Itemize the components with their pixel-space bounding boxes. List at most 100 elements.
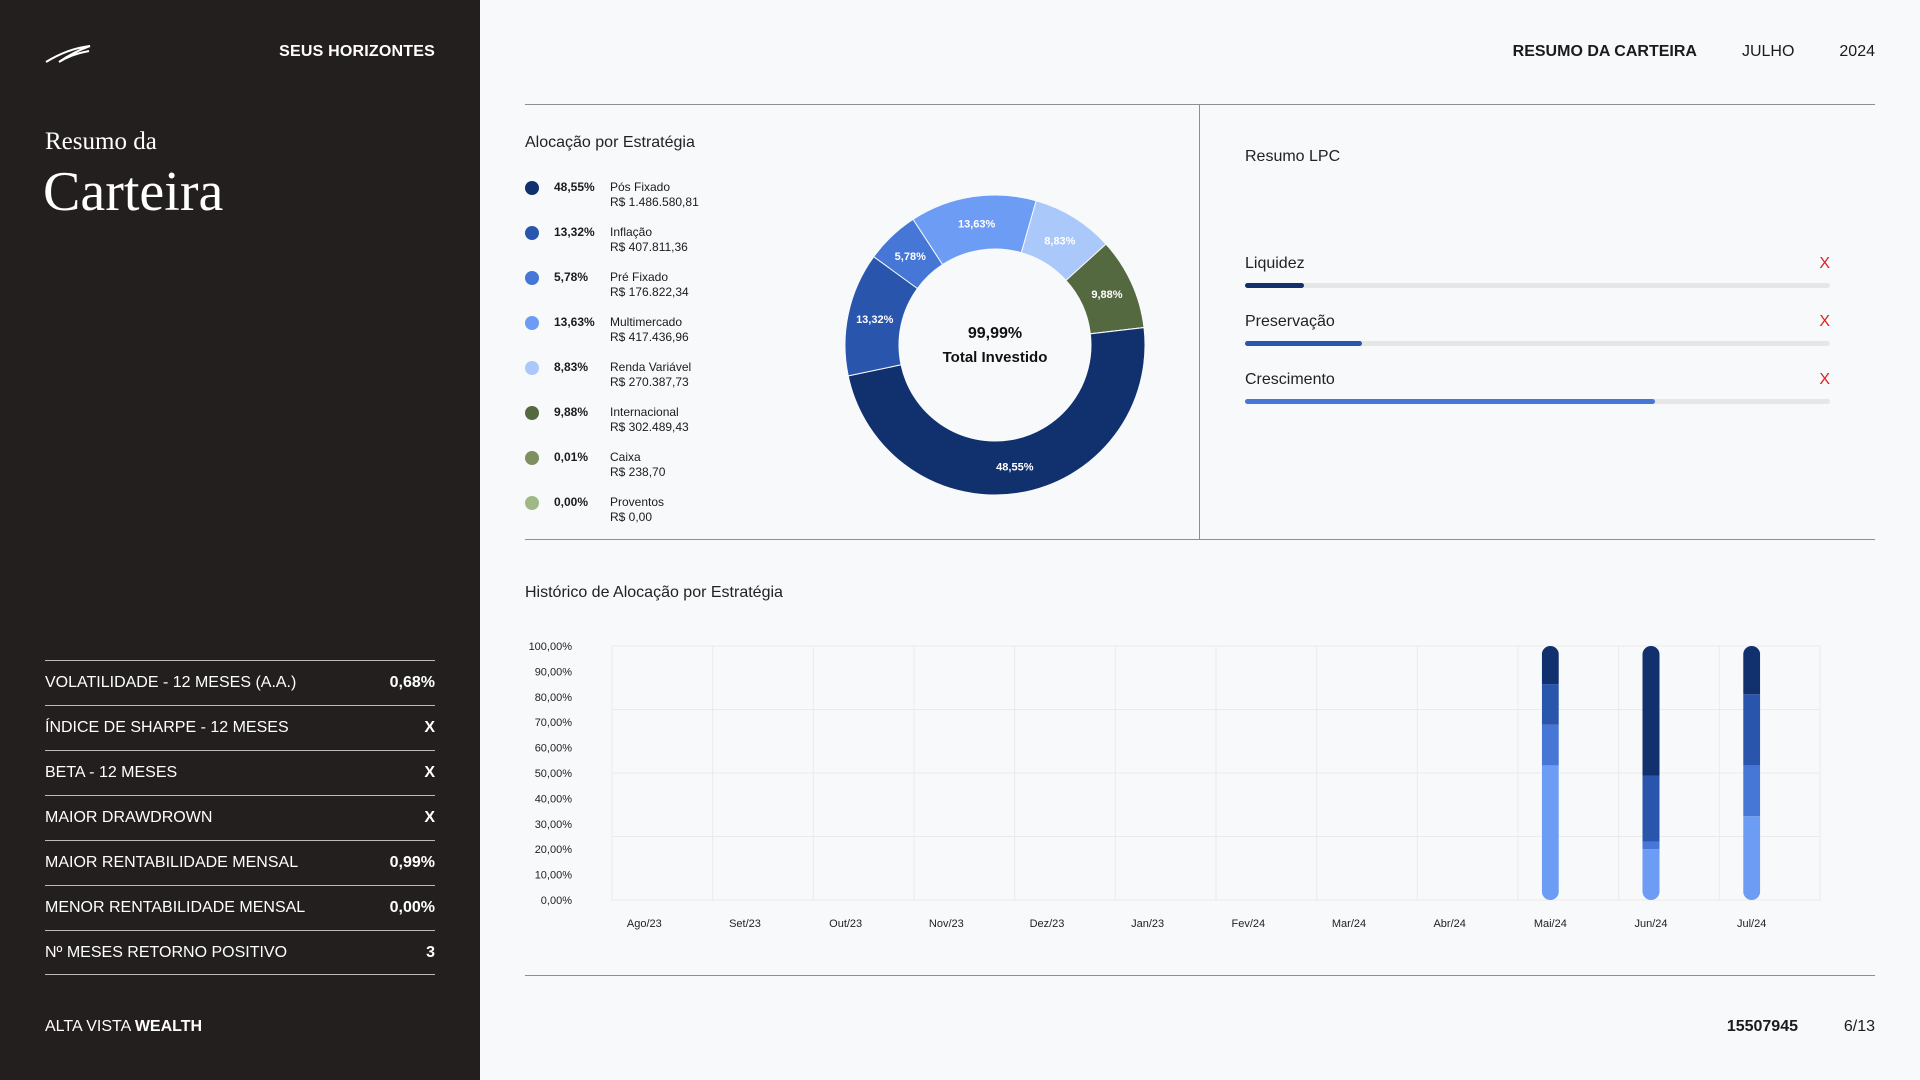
donut-slice [873, 218, 944, 290]
lpc-fill [1245, 341, 1362, 346]
donut-slice-label: 48,55% [996, 461, 1034, 473]
header: RESUMO DA CARTEIRA JULHO 2024 [1513, 43, 1875, 61]
legend-text: Inflação R$ 407.811,36 [610, 225, 688, 255]
donut-center-pct: 99,99% [968, 325, 1022, 342]
divider-top [525, 104, 1875, 105]
bar-segment [1541, 684, 1559, 725]
lpc-title: Resumo LPC [1245, 148, 1341, 165]
metric-value: 0,00% [389, 899, 435, 916]
legend-name: Pré Fixado [610, 270, 669, 284]
x-tick-label: Out/23 [829, 918, 862, 930]
legend-value: R$ 176.822,34 [610, 285, 689, 299]
legend-item: 5,78% Pré Fixado R$ 176.822,34 [525, 270, 745, 315]
allocation-donut-chart: 13,63% 8,83% 9,88% 48,55% 13,32% 5,78% 99,99%… [844, 194, 1146, 496]
legend-value: R$ 302.489,43 [610, 420, 689, 434]
divider-vertical [1199, 104, 1200, 540]
legend-value: R$ 0,00 [610, 510, 653, 524]
lpc-mark: X [1819, 255, 1830, 272]
legend-name: Internacional [610, 405, 679, 419]
lpc-mark: X [1819, 371, 1830, 388]
allocation-title: Alocação por Estratégia [525, 134, 695, 151]
lpc-track [1245, 341, 1830, 346]
x-tick-label: Nov/23 [929, 918, 964, 930]
metric-row: MAIOR RENTABILIDADE MENSAL 0,99% [45, 840, 435, 885]
divider-middle [525, 539, 1875, 540]
bar-segment [1743, 816, 1761, 900]
metric-row: Nº MESES RETORNO POSITIVO 3 [45, 930, 435, 975]
legend-dot-icon [525, 496, 539, 510]
legend-text: Pós Fixado R$ 1.486.580,81 [610, 180, 699, 210]
metric-value: 3 [426, 943, 435, 961]
legend-name: Pós Fixado [610, 180, 671, 194]
legend-name: Caixa [610, 450, 641, 464]
bar-segment [1642, 849, 1660, 900]
x-tick-label: Abr/24 [1433, 918, 1465, 930]
lpc-row: Crescimento X [1245, 371, 1830, 429]
legend-item: 13,63% Multimercado R$ 417.436,96 [525, 315, 745, 360]
metrics-list: VOLATILIDADE - 12 MESES (A.A.) 0,68% ÍNDI… [45, 660, 435, 975]
stacked-bar [1743, 646, 1761, 900]
donut-slice-label: 13,63% [958, 218, 996, 230]
donut-slice [847, 327, 1146, 496]
metric-label: MAIOR RENTABILIDADE MENSAL [45, 854, 299, 871]
metric-label: BETA - 12 MESES [45, 764, 178, 781]
legend-pct: 9,88% [554, 405, 589, 419]
donut-slice-label: 8,83% [1044, 236, 1075, 248]
y-tick-label: 50,00% [535, 768, 573, 780]
x-tick-label: Mai/24 [1534, 918, 1567, 930]
y-tick-label: 20,00% [535, 844, 573, 856]
lpc-fill [1245, 399, 1655, 404]
legend-item: 48,55% Pós Fixado R$ 1.486.580,81 [525, 180, 745, 225]
x-tick-label: Jun/24 [1634, 918, 1667, 930]
metric-value: 0,99% [389, 854, 435, 871]
legend-pct: 8,83% [554, 360, 589, 374]
metric-label: Nº MESES RETORNO POSITIVO [45, 943, 288, 961]
metric-row: MENOR RENTABILIDADE MENSAL 0,00% [45, 885, 435, 930]
header-year: 2024 [1839, 43, 1875, 60]
metric-row: ÍNDICE DE SHARPE - 12 MESES X [45, 705, 435, 750]
bar-segment [1743, 646, 1761, 695]
legend-dot-icon [525, 361, 539, 375]
lpc-track [1245, 283, 1830, 288]
bar-segment [1541, 646, 1559, 685]
lpc-row: Liquidez X [1245, 255, 1830, 313]
bar-segment [1541, 724, 1559, 766]
legend-text: Caixa R$ 238,70 [610, 450, 665, 480]
legend-name: Renda Variável [610, 360, 692, 374]
donut-center-label: Total Investido [943, 349, 1048, 366]
bar-segment [1743, 694, 1761, 766]
legend-dot-icon [525, 181, 539, 195]
legend-value: R$ 407.811,36 [610, 240, 688, 254]
legend-value: R$ 270.387,73 [610, 375, 689, 389]
bar-segment [1743, 765, 1761, 817]
lpc-list: Liquidez X Preservação X Crescimento X [1245, 255, 1830, 429]
sidebar: SEUS HORIZONTES Resumo da Carteira VOLAT… [0, 0, 480, 1080]
bar-segment [1642, 646, 1660, 776]
page-subtitle: Resumo da [45, 128, 157, 155]
legend-pct: 13,32% [554, 225, 595, 239]
y-tick-label: 100,00% [529, 641, 573, 653]
legend-text: Pré Fixado R$ 176.822,34 [610, 270, 689, 300]
legend-pct: 48,55% [554, 180, 595, 194]
y-tick-label: 40,00% [535, 793, 573, 805]
stacked-bar [1642, 646, 1660, 900]
arrow-logo-icon [45, 45, 91, 63]
page-title: Carteira [43, 161, 224, 223]
x-tick-label: Jan/23 [1131, 918, 1164, 930]
footer-brand-bold: WEALTH [134, 1018, 203, 1035]
legend-dot-icon [525, 271, 539, 285]
history-bar-chart: 0,00% 10,00% 20,00% 30,00% 40,00% 50,00% 60,00… [529, 641, 1821, 930]
metric-label: MENOR RENTABILIDADE MENSAL [45, 899, 306, 916]
divider-bottom [525, 975, 1875, 976]
lpc-mark: X [1819, 313, 1830, 330]
legend-item: 0,01% Caixa R$ 238,70 [525, 450, 745, 495]
metric-row: BETA - 12 MESES X [45, 750, 435, 795]
bar-segment [1642, 841, 1660, 850]
legend-pct: 5,78% [554, 270, 589, 284]
lpc-fill [1245, 283, 1304, 288]
legend-value: R$ 238,70 [610, 465, 666, 479]
legend-item: 8,83% Renda Variável R$ 270.387,73 [525, 360, 745, 405]
lpc-label: Preservação [1245, 313, 1335, 330]
header-title: RESUMO DA CARTEIRA [1512, 43, 1697, 60]
legend-item: 9,88% Internacional R$ 302.489,43 [525, 405, 745, 450]
